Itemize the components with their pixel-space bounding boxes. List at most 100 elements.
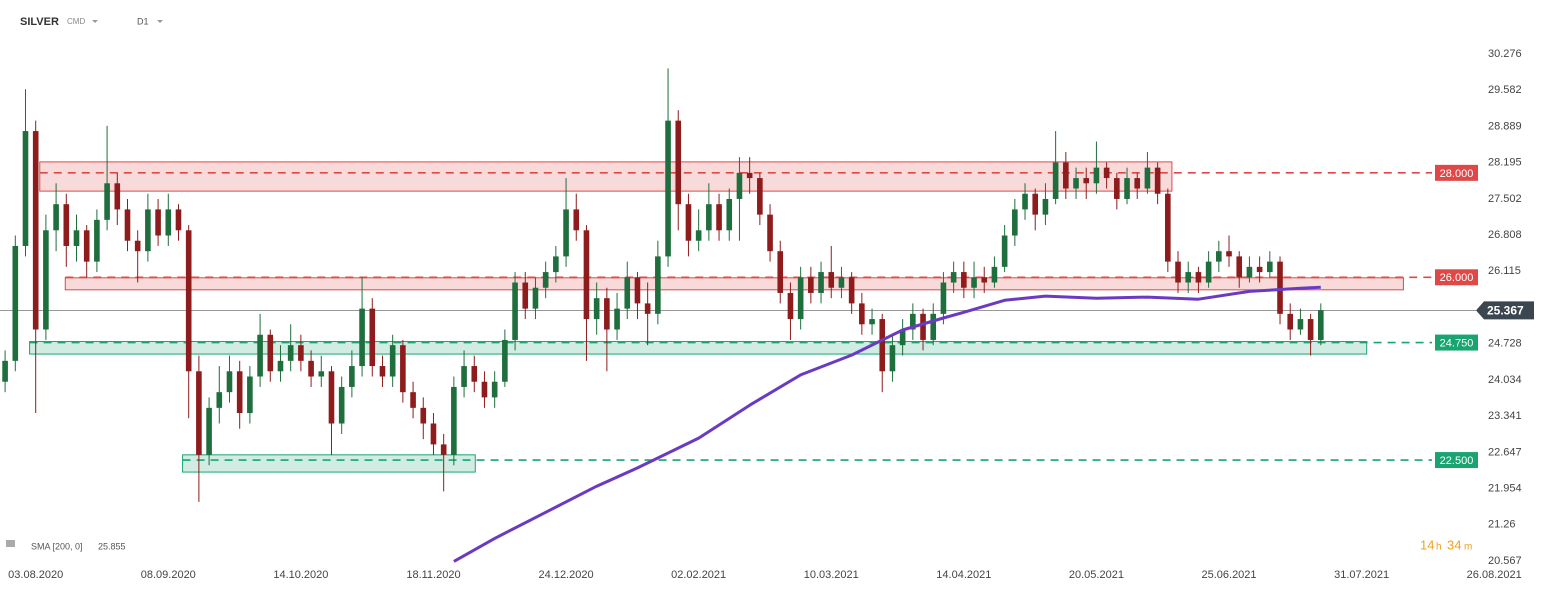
candle-body <box>155 209 161 236</box>
candle-body <box>1318 310 1324 340</box>
y-tick-label: 28.195 <box>1488 157 1522 169</box>
x-tick-label: 31.07.2021 <box>1334 569 1389 581</box>
countdown: 14 h 34 m <box>1420 537 1472 552</box>
candle-body <box>22 131 29 246</box>
y-tick-label: 26.115 <box>1488 265 1521 277</box>
candle-body <box>920 313 926 340</box>
candle-body <box>430 423 437 445</box>
y-tick-label: 24.728 <box>1488 338 1522 350</box>
level-label-box <box>1435 452 1478 469</box>
candle-body <box>247 376 253 414</box>
sma-line <box>453 285 1321 563</box>
candle-body <box>553 256 559 273</box>
candle-body <box>971 277 977 288</box>
candle-body <box>583 230 590 320</box>
candle-body <box>1236 256 1243 278</box>
sma-value: 25.855 <box>98 541 126 551</box>
candle-body <box>43 230 49 330</box>
dropdown-caret <box>157 20 163 23</box>
candle-body <box>1205 261 1212 283</box>
candle-body <box>1246 266 1253 278</box>
candle-body <box>145 209 151 252</box>
candle-body <box>1134 178 1141 189</box>
x-tick-label: 03.08.2020 <box>8 569 63 581</box>
candle-body <box>461 366 467 387</box>
y-tick-label: 24.034 <box>1488 374 1522 386</box>
candle-body <box>981 277 988 283</box>
x-tick-label: 18.11.2020 <box>406 569 460 581</box>
symbol[interactable]: SILVER <box>20 16 59 28</box>
candle-body <box>512 282 518 340</box>
candle-body <box>236 371 243 414</box>
candle-body <box>369 308 376 367</box>
candle-body <box>124 209 131 241</box>
candle-body <box>379 366 386 377</box>
candle-body <box>1012 209 1018 236</box>
candle-body <box>746 172 753 179</box>
candle-body <box>53 204 59 231</box>
candle-body <box>1216 251 1222 262</box>
x-tick-label: 14.04.2021 <box>936 569 991 581</box>
candle-body <box>12 245 19 361</box>
level-label: 24.750 <box>1440 337 1474 349</box>
candle-body <box>277 360 284 372</box>
candle-body <box>838 277 845 288</box>
y-tick-label: 26.808 <box>1488 229 1522 241</box>
countdown-hours: 14 <box>1420 537 1434 552</box>
candle-body <box>1114 178 1120 199</box>
candle-body <box>2 360 8 382</box>
countdown-minutes: 34 <box>1447 537 1461 552</box>
candle-body <box>481 381 488 398</box>
y-tick-label: 28.889 <box>1488 120 1522 132</box>
y-tick-label: 21.26 <box>1488 519 1516 531</box>
y-tick-label: 20.567 <box>1488 555 1522 567</box>
sma-legend: SMA [200, 0] 25.855 <box>6 540 126 551</box>
interval[interactable]: D1 <box>137 16 149 26</box>
candle-body <box>1175 261 1181 283</box>
candle-body <box>175 209 182 231</box>
candle-body <box>685 204 692 241</box>
candle-body <box>787 292 794 320</box>
candle-body <box>1042 198 1049 215</box>
candle-body <box>1124 178 1130 199</box>
candle-body <box>308 360 314 377</box>
level-label: 26.000 <box>1440 272 1474 284</box>
candle-body <box>1287 313 1294 330</box>
candle-body <box>1022 193 1028 210</box>
market[interactable]: CMD <box>67 17 85 26</box>
plot-area: 20.567 21.26 21.954 22.647 23.341 24.034 24.72… <box>0 48 1534 581</box>
x-tick-label: 10.03.2021 <box>804 569 859 581</box>
candle-body <box>961 272 967 288</box>
candle-body <box>267 334 274 372</box>
candle-body <box>624 277 631 309</box>
candle-body <box>869 319 875 325</box>
candle-body <box>930 313 937 340</box>
candle-body <box>767 214 773 252</box>
candle-body <box>563 209 569 257</box>
candle-body <box>604 298 610 330</box>
candle-body <box>1267 261 1273 273</box>
x-tick-label: 02.02.2021 <box>671 569 726 581</box>
candle-body <box>318 371 325 377</box>
candle-body <box>991 266 998 283</box>
last-price-box <box>1476 301 1534 320</box>
candle-body <box>471 366 478 382</box>
candle-body <box>695 230 702 241</box>
candle-body <box>1256 266 1263 273</box>
zone <box>29 341 1368 355</box>
candle-body <box>675 120 682 205</box>
level-label-box <box>1435 164 1478 181</box>
candle-body <box>736 172 743 199</box>
x-tick-label: 08.09.2020 <box>141 569 196 581</box>
candle-body <box>808 277 814 293</box>
candle-body <box>859 303 865 325</box>
candle-body <box>797 277 804 320</box>
candle-body <box>899 329 906 346</box>
candle-body <box>1297 319 1304 330</box>
candle-body <box>542 272 549 288</box>
candle-body <box>216 392 223 408</box>
candle-body <box>338 386 345 424</box>
candle-body <box>1195 272 1202 283</box>
candle-body <box>226 371 233 393</box>
